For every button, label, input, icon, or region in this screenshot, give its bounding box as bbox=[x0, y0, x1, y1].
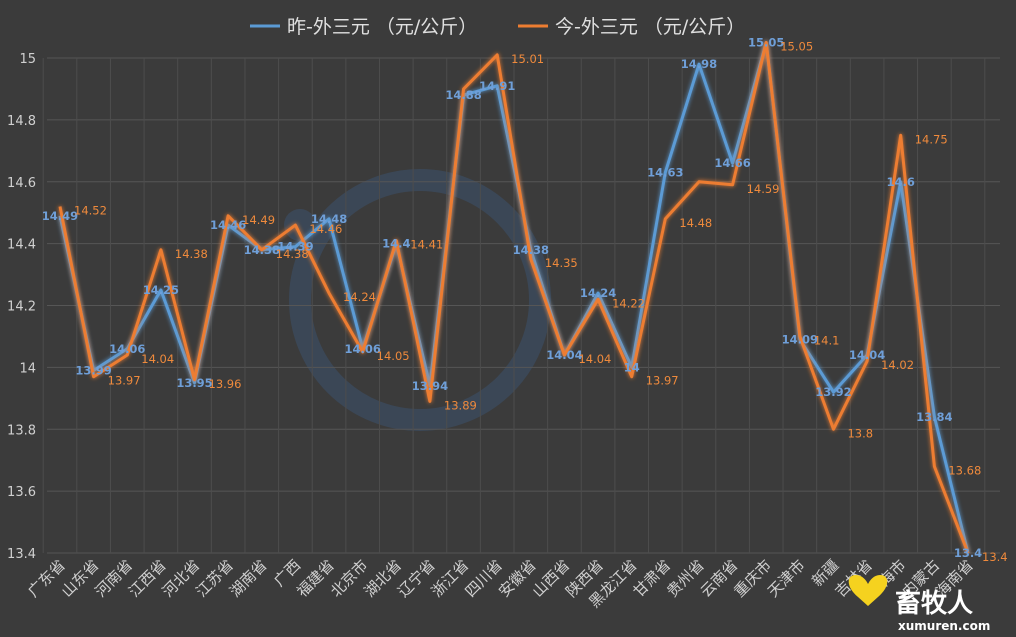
data-label-yesterday: 14.04 bbox=[546, 348, 582, 362]
data-label-today: 14.46 bbox=[309, 222, 342, 236]
y-tick-label: 15 bbox=[19, 52, 36, 67]
x-tick-label: 湖北省 bbox=[361, 556, 406, 601]
y-tick-label: 14.4 bbox=[7, 238, 36, 253]
data-label-yesterday: 14.88 bbox=[445, 88, 481, 102]
data-label-today: 14.49 bbox=[242, 213, 275, 227]
data-label-yesterday: 14.09 bbox=[782, 333, 818, 347]
data-label-today: 13.97 bbox=[108, 374, 141, 388]
data-label-yesterday: 14.48 bbox=[311, 212, 347, 226]
data-label-today: 14.04 bbox=[141, 352, 174, 366]
data-label-today: 13.96 bbox=[209, 377, 242, 391]
x-tick-label: 天津市 bbox=[764, 556, 809, 601]
data-label-yesterday: 14 bbox=[624, 360, 640, 374]
watermark-logo: 畜牧人 xumuren.com bbox=[848, 575, 990, 633]
data-label-today: 13.68 bbox=[948, 463, 981, 477]
data-label-today: 14.1 bbox=[814, 333, 840, 347]
data-label-yesterday: 14.39 bbox=[277, 240, 313, 254]
legend: 昨-外三元 （元/公斤） 今-外三元 （元/公斤） bbox=[250, 16, 745, 38]
x-tick-label: 重庆市 bbox=[730, 556, 775, 601]
x-tick-label: 河南省 bbox=[92, 556, 137, 601]
data-label-today: 14.75 bbox=[915, 132, 948, 146]
data-label-yesterday: 14.25 bbox=[143, 283, 179, 297]
x-tick-label: 河北省 bbox=[159, 556, 204, 601]
data-label-yesterday: 14.98 bbox=[681, 57, 717, 71]
data-label-yesterday: 13.92 bbox=[815, 385, 851, 399]
data-label-yesterday: 13.84 bbox=[916, 410, 952, 424]
y-tick-label: 13.4 bbox=[7, 547, 36, 562]
series-line-today bbox=[58, 41, 970, 554]
x-tick-label: 四川省 bbox=[461, 556, 506, 601]
y-axis: 13.4 13.6 13.8 14 14.2 14.4 14.6 14.8 15 bbox=[7, 52, 36, 562]
x-tick-label: 福建省 bbox=[293, 556, 338, 601]
y-tick-label: 14 bbox=[19, 361, 36, 376]
x-tick-label: 辽宁省 bbox=[394, 556, 439, 601]
y-tick-label: 14.6 bbox=[7, 176, 36, 191]
data-label-today: 14.38 bbox=[276, 247, 309, 261]
data-label-yesterday: 14.06 bbox=[109, 342, 145, 356]
x-tick-label: 安徽省 bbox=[495, 556, 540, 601]
data-label-yesterday: 14.4 bbox=[382, 237, 410, 251]
data-label-yesterday: 14.63 bbox=[647, 165, 683, 179]
data-label-yesterday: 13.94 bbox=[412, 379, 448, 393]
data-label-today: 14.35 bbox=[545, 256, 578, 270]
data-label-yesterday: 14.24 bbox=[580, 286, 616, 300]
data-label-today: 14.22 bbox=[612, 296, 645, 310]
data-label-today: 14.04 bbox=[578, 352, 611, 366]
data-label-yesterday: 14.46 bbox=[210, 218, 246, 232]
data-label-today: 15.01 bbox=[511, 52, 544, 66]
watermark-url: xumuren.com bbox=[898, 619, 990, 633]
x-tick-label: 贵州省 bbox=[663, 556, 708, 601]
data-label-yesterday: 14.6 bbox=[887, 175, 915, 189]
data-label-yesterday: 13.99 bbox=[75, 363, 111, 377]
data-label-today: 13.4 bbox=[982, 550, 1008, 564]
data-label-yesterday: 14.66 bbox=[714, 156, 750, 170]
x-tick-label: 云南省 bbox=[697, 556, 742, 601]
data-labels: 14.4913.9914.0614.2513.9514.4614.3814.39… bbox=[42, 36, 1008, 564]
data-label-yesterday: 15.05 bbox=[748, 36, 784, 50]
data-label-yesterday: 14.38 bbox=[244, 243, 280, 257]
x-tick-label: 北京市 bbox=[327, 556, 372, 601]
data-label-yesterday: 14.04 bbox=[849, 348, 885, 362]
data-label-yesterday: 14.91 bbox=[479, 79, 515, 93]
data-label-yesterday: 13.4 bbox=[954, 546, 982, 560]
data-label-today: 14.24 bbox=[343, 290, 376, 304]
data-label-today: 14.48 bbox=[679, 216, 712, 230]
x-tick-label: 湖南省 bbox=[226, 556, 271, 601]
data-label-today: 14.05 bbox=[377, 349, 410, 363]
series-lines bbox=[58, 41, 970, 554]
data-label-yesterday: 14.49 bbox=[42, 209, 78, 223]
legend-label-yesterday: 昨-外三元 （元/公斤） bbox=[287, 16, 477, 38]
data-label-today: 14.41 bbox=[410, 238, 443, 252]
x-tick-label: 江西省 bbox=[125, 556, 170, 601]
y-tick-label: 13.6 bbox=[7, 485, 36, 500]
x-tick-label: 广东省 bbox=[24, 556, 69, 601]
data-label-today: 15.05 bbox=[780, 40, 813, 54]
grid bbox=[42, 57, 1000, 554]
data-label-today: 13.97 bbox=[646, 374, 679, 388]
x-tick-label: 甘肃省 bbox=[630, 556, 675, 601]
legend-label-today: 今-外三元 （元/公斤） bbox=[555, 16, 745, 38]
watermark-brand: 畜牧人 bbox=[895, 588, 973, 619]
data-label-today: 14.38 bbox=[175, 247, 208, 261]
data-label-yesterday: 14.06 bbox=[344, 342, 380, 356]
x-tick-label: 浙江省 bbox=[428, 556, 473, 601]
x-tick-label: 山西省 bbox=[529, 556, 574, 601]
data-label-yesterday: 14.38 bbox=[513, 243, 549, 257]
y-tick-label: 14.2 bbox=[7, 300, 36, 315]
x-tick-label: 江苏省 bbox=[192, 556, 237, 601]
y-tick-label: 13.8 bbox=[7, 423, 36, 438]
data-label-today: 14.52 bbox=[74, 204, 107, 218]
y-tick-label: 14.8 bbox=[7, 114, 36, 129]
x-tick-label: 山东省 bbox=[58, 556, 103, 601]
data-label-today: 14.02 bbox=[881, 358, 914, 372]
data-label-yesterday: 13.95 bbox=[176, 376, 212, 390]
heart-icon bbox=[848, 575, 888, 606]
data-label-today: 13.89 bbox=[444, 398, 477, 412]
data-label-today: 13.8 bbox=[847, 426, 873, 440]
background-logo bbox=[284, 169, 551, 431]
data-label-today: 14.59 bbox=[747, 182, 780, 196]
